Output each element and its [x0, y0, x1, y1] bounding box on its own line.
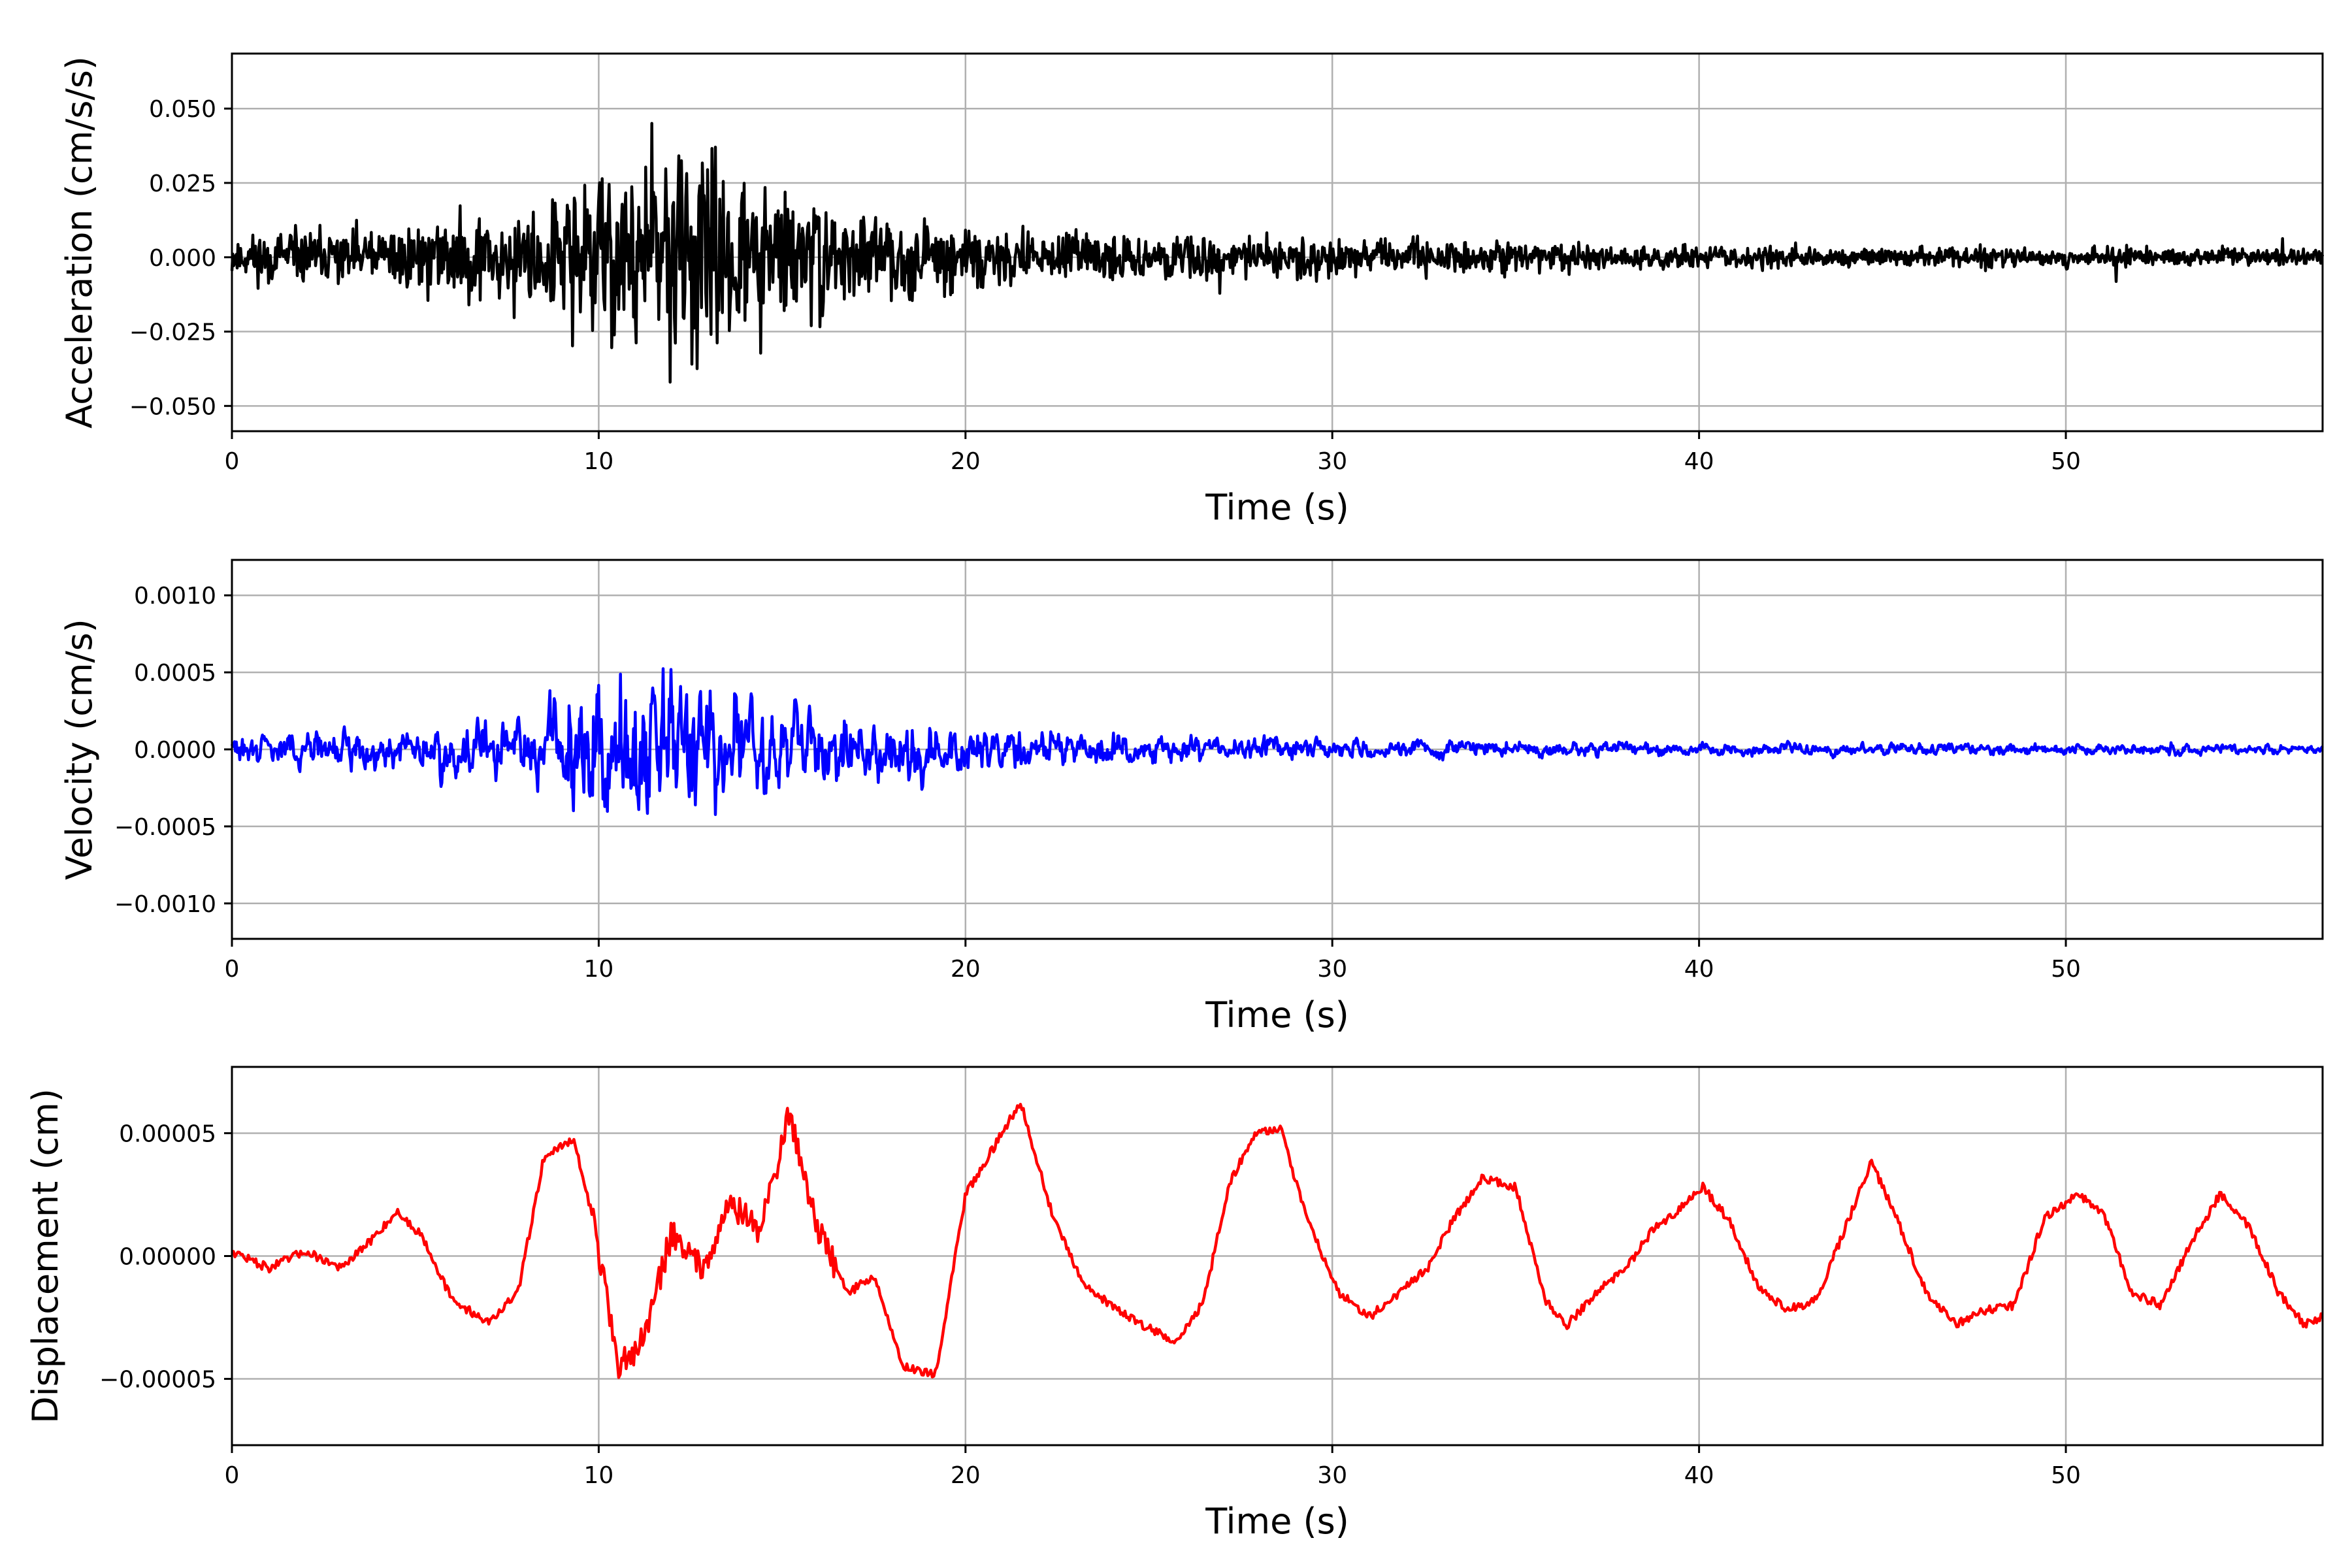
velocity-x-tick-label: 40 — [1684, 956, 1714, 983]
velocity-x-tick-label: 0 — [225, 956, 240, 983]
acceleration-y-tick-label: 0.000 — [149, 245, 216, 272]
acceleration-x-tick-label: 20 — [951, 448, 981, 475]
velocity-y-tick-label: −0.0010 — [114, 891, 216, 918]
displacement-x-tick-label: 50 — [2051, 1462, 2081, 1489]
acceleration-panel: 0 10 20 30 40 50 0.050 0.025 0.000 −0.025 −0.050 Ti… — [59, 52, 2325, 528]
displacement-x-tick-label: 0 — [225, 1462, 240, 1489]
velocity-x-tick-label: 30 — [1317, 956, 1347, 983]
velocity-y-tick-label: 0.0000 — [134, 737, 216, 764]
displacement-x-tick-label: 10 — [583, 1462, 613, 1489]
velocity-x-tick-label: 20 — [951, 956, 981, 983]
velocity-x-tick-label: 10 — [583, 956, 613, 983]
velocity-x-tick-label: 50 — [2051, 956, 2081, 983]
displacement-x-tick-label: 40 — [1684, 1462, 1714, 1489]
displacement-x-axis-title: Time (s) — [1205, 1501, 1349, 1542]
displacement-panel: 0 10 20 30 40 50 0.00005 0.00000 −0.00005 Time (s… — [25, 1066, 2324, 1542]
displacement-x-tick-label: 20 — [951, 1462, 981, 1489]
displacement-y-axis-title: Displacement (cm) — [25, 1088, 66, 1424]
acceleration-plot-frame — [231, 52, 2324, 433]
acceleration-y-axis-title: Acceleration (cm/s/s) — [59, 56, 100, 429]
velocity-y-tick-label: −0.0005 — [114, 814, 216, 841]
acceleration-y-tick-label: −0.025 — [129, 319, 216, 346]
velocity-panel: 0 10 20 30 40 50 0.0010 0.0005 0.0000 −0.0005 −0.0… — [59, 559, 2324, 1036]
acceleration-y-tick-label: 0.025 — [149, 171, 216, 197]
acceleration-x-tick-label: 10 — [583, 448, 613, 475]
acceleration-x-tick-label: 30 — [1317, 448, 1347, 475]
displacement-y-tick-label: −0.00005 — [99, 1366, 216, 1393]
displacement-trace — [231, 1102, 2323, 1379]
velocity-x-axis-title: Time (s) — [1205, 994, 1349, 1036]
displacement-y-tick-label: 0.00005 — [119, 1121, 216, 1148]
velocity-trace — [230, 667, 2324, 816]
acceleration-y-tick-label: −0.050 — [129, 393, 216, 420]
acceleration-y-tick-label: 0.050 — [149, 96, 216, 123]
velocity-y-tick-label: 0.0005 — [134, 660, 216, 687]
displacement-x-tick-label: 30 — [1317, 1462, 1347, 1489]
velocity-y-tick-label: 0.0010 — [134, 583, 216, 610]
acceleration-trace — [230, 122, 2325, 384]
acceleration-x-tick-label: 0 — [225, 448, 240, 475]
acceleration-x-tick-label: 50 — [2051, 448, 2081, 475]
acceleration-x-tick-label: 40 — [1684, 448, 1714, 475]
displacement-y-tick-label: 0.00000 — [119, 1244, 216, 1271]
velocity-y-axis-title: Velocity (cm/s) — [59, 619, 100, 880]
acceleration-x-axis-title: Time (s) — [1205, 487, 1349, 528]
